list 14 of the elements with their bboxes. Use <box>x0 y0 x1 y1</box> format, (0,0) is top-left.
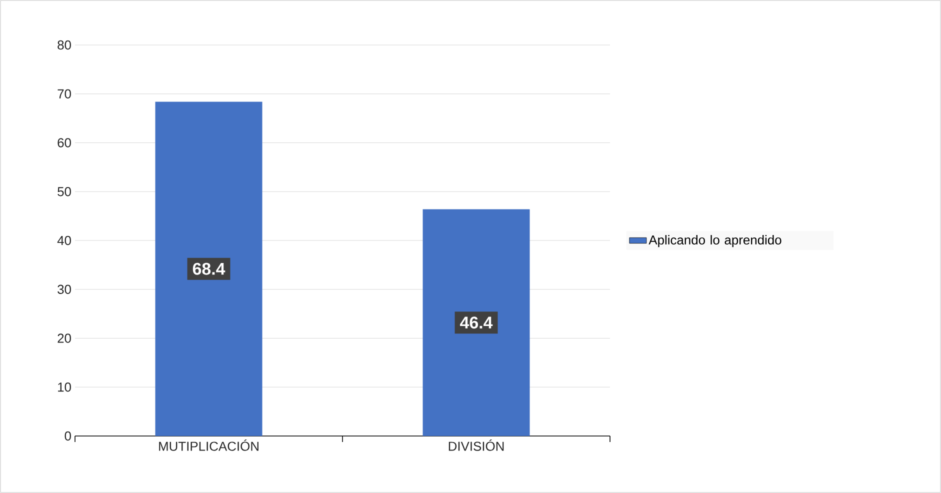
y-tick-label: 70 <box>58 89 71 98</box>
y-tick-label: 20 <box>58 334 71 343</box>
y-tick-label: 40 <box>57 236 71 246</box>
data-label: 46.4 <box>460 316 493 329</box>
y-tick-label: 80 <box>58 40 71 50</box>
data-label: 68.4 <box>192 262 226 275</box>
y-tick-label: 10 <box>58 382 71 392</box>
x-tick-label: MUTIPLICACIÓN <box>159 440 258 451</box>
legend-label: Aplicando lo aprendido <box>648 235 782 248</box>
y-tick-label: 0 <box>64 431 71 441</box>
y-tick-label: 60 <box>58 138 71 148</box>
y-tick-label: 50 <box>58 187 71 196</box>
x-tick-label: DIVISIÓN <box>448 440 504 451</box>
y-tick-label: 30 <box>58 284 71 294</box>
